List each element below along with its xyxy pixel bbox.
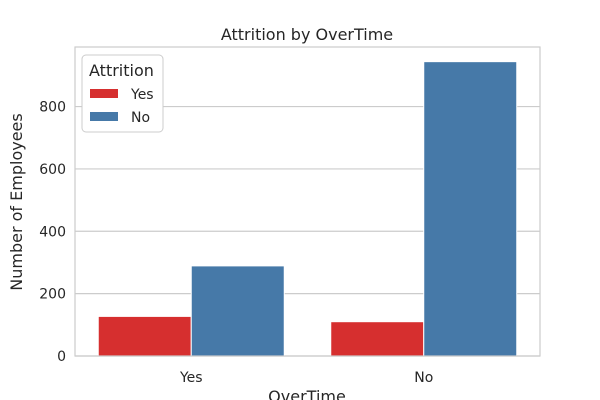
y-tick-labels: 0 200 400 600 800: [39, 100, 66, 365]
bar-yes-yes: [97, 315, 192, 357]
x-tick-label: Yes: [179, 370, 203, 386]
y-axis-label: Number of Employees: [7, 113, 26, 290]
legend-label-yes: Yes: [130, 87, 154, 103]
y-tick-label: 600: [39, 162, 66, 178]
x-axis-label: OverTime: [268, 387, 346, 400]
plot-frame: [74, 46, 541, 357]
legend: Attrition Yes No: [81, 54, 164, 133]
legend-swatch-no: [90, 112, 118, 121]
x-tick-label: No: [414, 370, 433, 386]
y-tick-label: 200: [39, 287, 66, 303]
bar-no-yes: [190, 265, 285, 357]
y-tick-label: 0: [57, 349, 66, 365]
y-tick-label: 800: [39, 100, 66, 116]
bars: [97, 61, 518, 357]
bar-no-no: [423, 61, 518, 357]
chart-title: Attrition by OverTime: [221, 25, 393, 44]
x-tick-labels: Yes No: [179, 370, 433, 386]
bar-yes-no: [330, 321, 425, 357]
legend-title: Attrition: [89, 61, 154, 80]
legend-label-no: No: [131, 110, 150, 126]
legend-swatch-yes: [90, 89, 118, 98]
y-tick-label: 400: [39, 224, 66, 240]
